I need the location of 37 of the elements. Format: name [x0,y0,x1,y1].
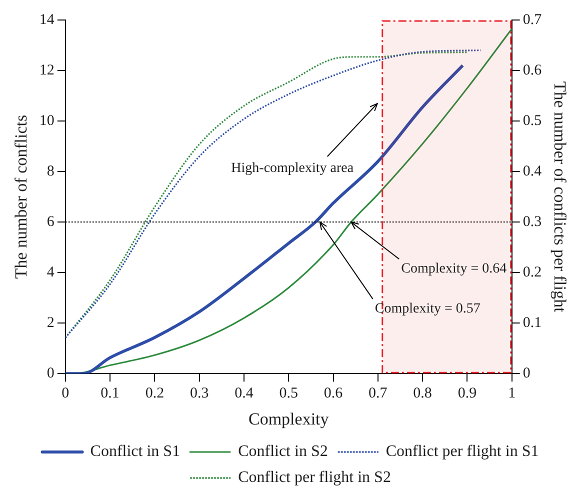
y2-axis-title: The number of conflicts per flight [550,81,570,312]
y-axis-title: The number of conflicts [12,114,31,279]
legend-label: Conflict per flight in S1 [386,443,539,460]
y2-tick-label: 0.3 [522,214,542,230]
y2-tick-label: 0.6 [522,62,542,78]
x-axis-title: Complexity [248,409,330,428]
y-tick-label: 4 [46,264,55,281]
x-tick-label: 0.5 [279,386,298,402]
y2-tick-label: 0.4 [522,163,542,180]
annotation: Complexity = 0.64 [401,262,507,277]
x-tick-label: 1 [508,386,516,402]
legend-label: Conflict per flight in S2 [238,469,391,486]
x-tick-label: 0 [62,386,70,402]
y2-tick-label: 0.7 [522,12,542,28]
y-tick-label: 0 [46,366,54,382]
x-tick-label: 0.6 [324,386,344,402]
y-tick-label: 8 [46,163,54,180]
x-tick-label: 0.9 [458,386,477,402]
x-tick-label: 0.4 [234,386,254,402]
annotation: High-complexity area [231,161,354,176]
x-tick-label: 0.8 [413,386,432,402]
annotation: Complexity = 0.57 [374,302,480,317]
legend-label: Conflict in S1 [90,443,180,460]
legend-label: Conflict in S2 [238,443,328,460]
y2-tick-label: 0 [522,366,530,382]
x-tick-label: 0.2 [145,386,164,402]
y-tick-label: 6 [46,214,55,230]
y2-tick-label: 0.5 [522,112,542,129]
x-tick-label: 0.7 [368,386,388,402]
y2-tick-label: 0.2 [522,264,542,281]
x-tick-label: 0.1 [100,386,120,402]
y-tick-label: 10 [39,112,54,129]
y-tick-label: 2 [46,315,54,332]
y2-tick-label: 0.1 [522,315,542,332]
y-tick-label: 12 [39,62,54,78]
x-tick-label: 0.3 [190,386,209,402]
y-tick-label: 14 [39,12,55,28]
